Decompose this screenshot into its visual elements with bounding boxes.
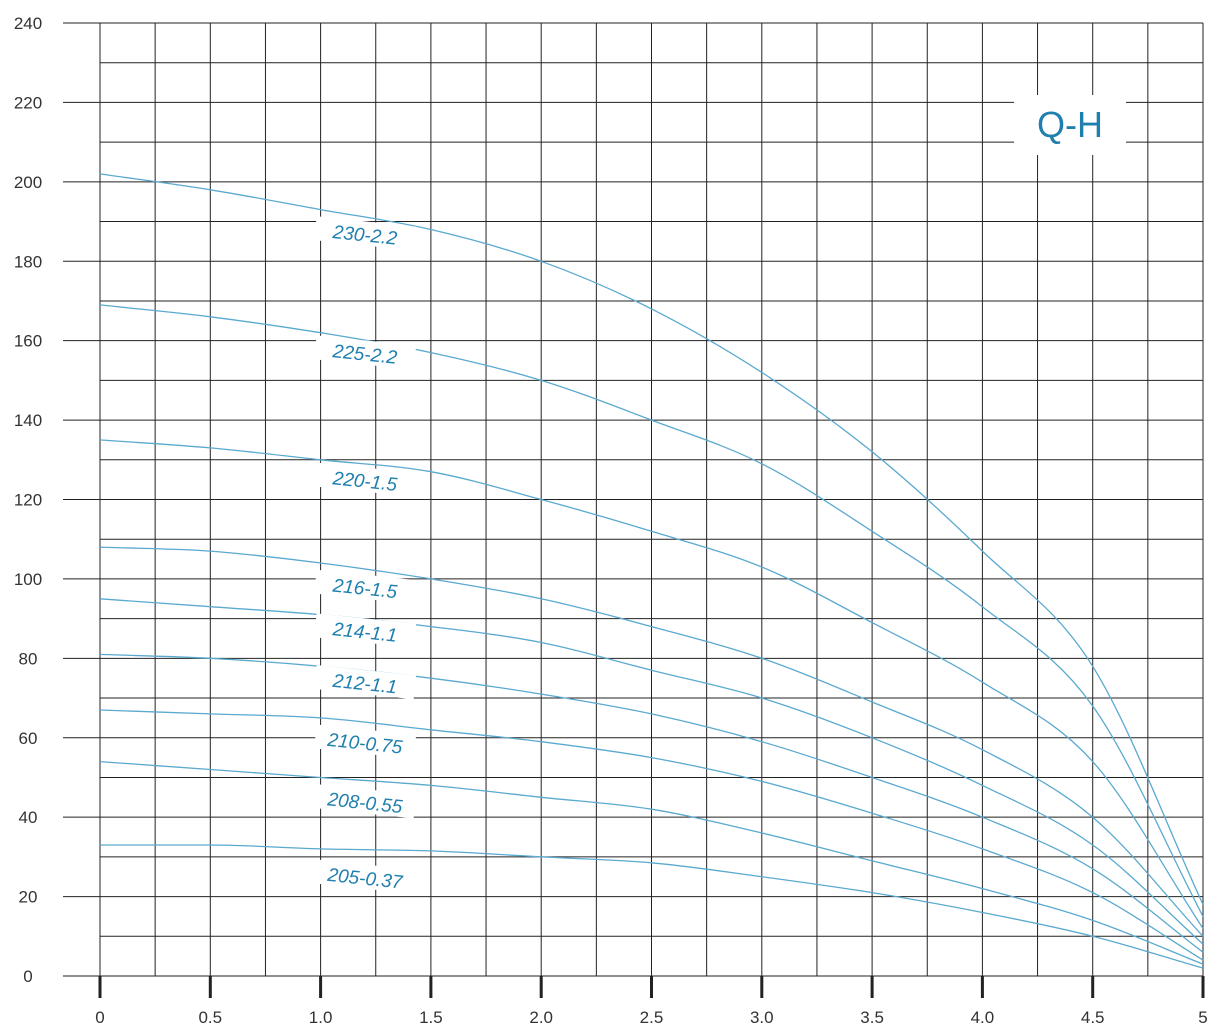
- x-tick-label: 4.0: [971, 1008, 995, 1024]
- series-label-background: [314, 784, 417, 819]
- series-line-214-1.1: [99, 598, 1204, 945]
- x-tick-label: 2.0: [529, 1008, 553, 1024]
- x-tick-label: 1.5: [419, 1008, 443, 1024]
- x-tick-label: 3.0: [750, 1008, 774, 1024]
- y-tick-label: 80: [19, 649, 38, 668]
- y-tick-label: 140: [14, 411, 42, 430]
- title-layer: Q-H: [1014, 95, 1126, 155]
- y-tick-label: 120: [14, 491, 42, 510]
- series-line-212-1.1: [99, 653, 1204, 953]
- series-line-220-1.5: [99, 439, 1204, 929]
- y-tick-label: 100: [14, 570, 42, 589]
- series-label-background: [314, 216, 417, 251]
- y-tick-label: 220: [14, 93, 42, 112]
- x-tick-label: 2.5: [640, 1008, 664, 1024]
- series-line-208-0.55: [99, 760, 1204, 965]
- series-label-background: [314, 335, 417, 370]
- series-line-205-0.37: [99, 844, 1204, 969]
- curve-layer: [99, 173, 1204, 969]
- series-label-group: 212-1.1: [314, 664, 417, 700]
- y-tick-label: 160: [14, 332, 42, 351]
- x-tick-label: 5: [1198, 1008, 1207, 1024]
- x-tick-label: 4.5: [1081, 1008, 1105, 1024]
- series-label-background: [314, 859, 417, 894]
- series-label-group: 214-1.1: [314, 613, 417, 648]
- y-tick-label: 20: [19, 888, 38, 907]
- series-label-background: [314, 462, 417, 497]
- y-tick-label: 0: [23, 967, 32, 986]
- x-tick-label: 0: [95, 1008, 104, 1024]
- axis-layer: 0 0.5 1.0 1.5 2.0 2.5 3.0 3.5 4.0 4.5 5 0 20 40 60 80 10…: [14, 14, 1208, 1024]
- x-tick-label: 0.5: [198, 1008, 222, 1024]
- chart-title: Q-H: [1037, 104, 1103, 145]
- y-tick-label: 240: [14, 14, 42, 33]
- series-line-230-2.2: [99, 173, 1204, 905]
- y-tick-label: 200: [14, 173, 42, 192]
- series-label-background: [314, 569, 417, 605]
- series-line-225-2.2: [99, 304, 1204, 917]
- series-label-background: [314, 724, 417, 759]
- series-label-group: 210-0.75: [314, 724, 417, 759]
- title-background: [1014, 95, 1126, 155]
- series-label-background: [314, 613, 417, 648]
- y-tick-label: 60: [19, 729, 38, 748]
- x-tick-label: 3.5: [860, 1008, 884, 1024]
- series-label-background: [314, 664, 417, 700]
- y-tick-label: 40: [19, 808, 38, 827]
- grid-layer: [63, 22, 1204, 977]
- series-label-group: 220-1.5: [314, 462, 417, 497]
- x-tick-label: 1.0: [309, 1008, 333, 1024]
- label-layer: 230-2.2225-2.2220-1.5216-1.5214-1.1212-1…: [314, 216, 417, 894]
- y-tick-label: 180: [14, 252, 42, 271]
- series-line-216-1.5: [99, 546, 1204, 937]
- series-line-210-0.75: [99, 709, 1204, 961]
